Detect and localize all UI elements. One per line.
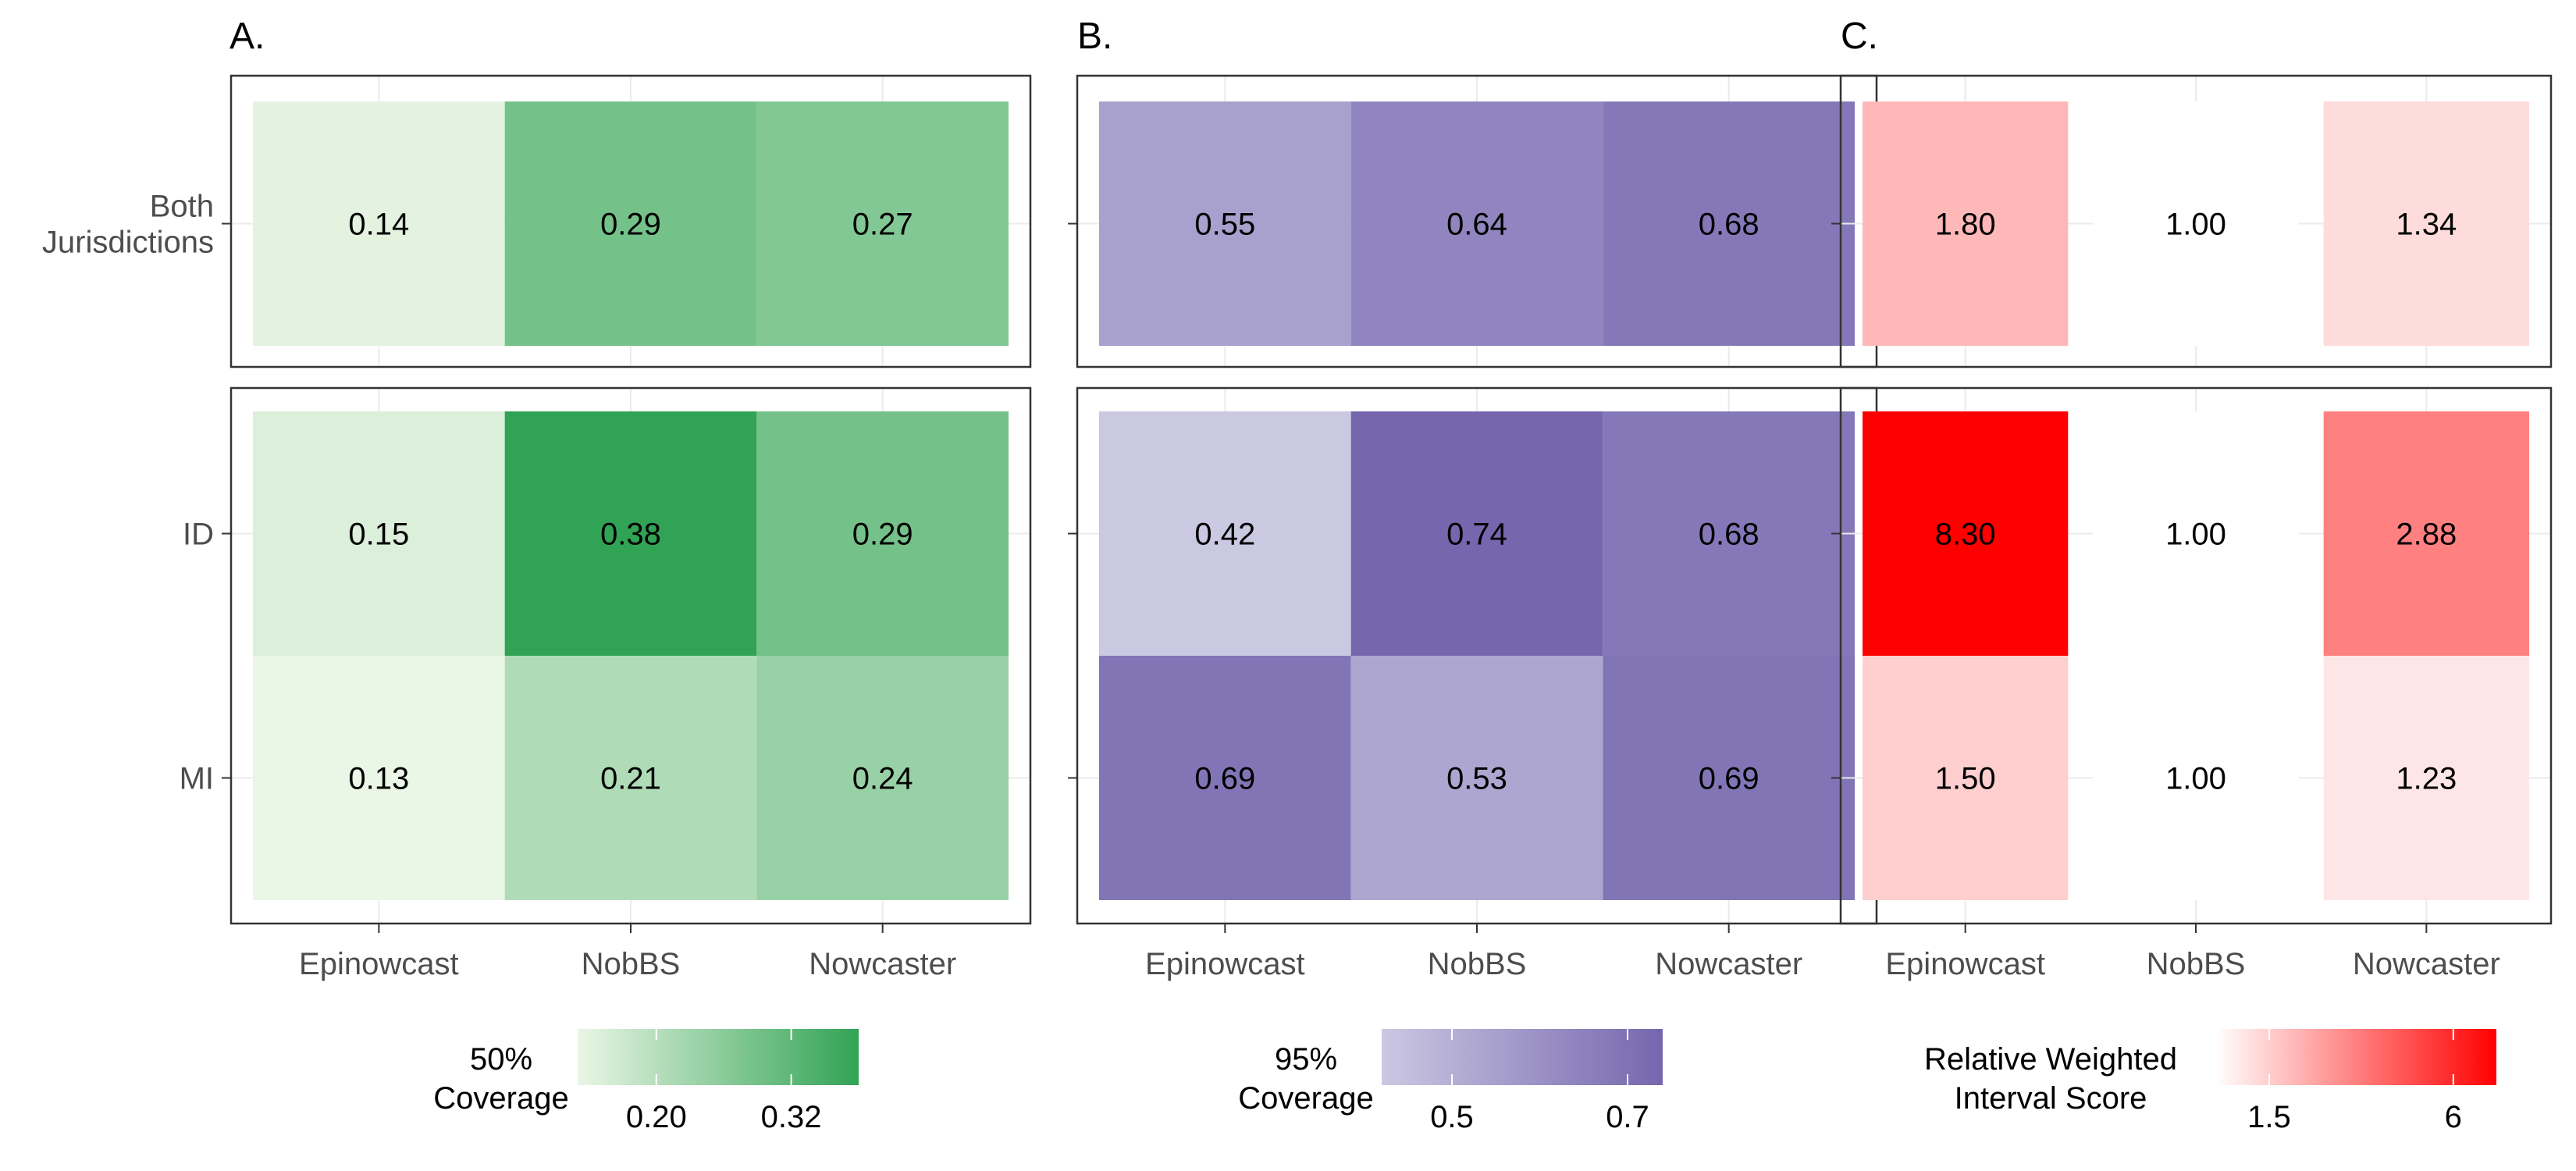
legend-tick-label: 0.7 bbox=[1606, 1100, 1649, 1134]
cell-value-label: 0.38 bbox=[600, 518, 661, 552]
cell-value-label: 1.00 bbox=[2165, 762, 2226, 796]
color-legend: 95% Coverage 0.5 0.7 bbox=[1238, 1029, 1663, 1134]
legend-title: 95% Coverage bbox=[1238, 1042, 1373, 1116]
heatmap-cell bbox=[504, 411, 757, 656]
heatmap-cell bbox=[1863, 411, 2069, 656]
x-tick-label: Epinowcast bbox=[299, 947, 459, 981]
heatmap-cell bbox=[1603, 101, 1855, 346]
x-tick-label: Epinowcast bbox=[1885, 947, 2045, 981]
heatmap-cell bbox=[1099, 411, 1351, 656]
heatmap-cell bbox=[1350, 656, 1603, 900]
cell-value-label: 1.23 bbox=[2396, 762, 2457, 796]
legend-tick-label: 0.5 bbox=[1430, 1100, 1474, 1134]
legend-tick-label: 0.32 bbox=[761, 1100, 822, 1134]
cell-value-label: 0.69 bbox=[1699, 762, 1759, 796]
heatmap-cell bbox=[1863, 656, 2069, 900]
heatmap-cell bbox=[2093, 101, 2299, 346]
heatmap-cell bbox=[1603, 656, 1855, 900]
x-tick-label: Nowcaster bbox=[1655, 947, 1802, 981]
heatmap-cell bbox=[1099, 656, 1351, 900]
cell-value-label: 0.27 bbox=[852, 208, 913, 242]
cell-value-label: 0.64 bbox=[1446, 208, 1507, 242]
panel-label: A. bbox=[229, 16, 265, 57]
cell-value-label: 0.13 bbox=[348, 762, 409, 796]
x-tick-label: NobBS bbox=[2147, 947, 2246, 981]
cell-value-label: 0.29 bbox=[852, 518, 913, 552]
cell-value-label: 1.50 bbox=[1935, 762, 1996, 796]
heatmap-cell bbox=[2093, 411, 2299, 656]
cell-value-label: 0.68 bbox=[1699, 208, 1759, 242]
cell-value-label: 1.00 bbox=[2165, 518, 2226, 552]
heatmap-cell bbox=[1350, 101, 1603, 346]
cell-value-label: 0.68 bbox=[1699, 518, 1759, 552]
cell-value-label: 2.88 bbox=[2396, 518, 2457, 552]
cell-value-label: 1.34 bbox=[2396, 208, 2457, 242]
heatmap-panel-3: C. 1.80 1.00 1.34 8.30 1.00 2.88 1.50 1.00 1.23 Ep… bbox=[1831, 16, 2553, 1134]
heatmap-panel-1: A. 0.14 0.29 0.27 Both Jurisdictions 0.15 0.38 0… bbox=[42, 16, 1032, 1134]
heatmap-cell bbox=[1350, 411, 1603, 656]
heatmap-cell bbox=[2323, 656, 2529, 900]
y-tick-label: MI bbox=[180, 762, 214, 796]
heatmap-cell bbox=[504, 656, 757, 900]
cell-value-label: 0.53 bbox=[1446, 762, 1507, 796]
facet-border bbox=[229, 74, 1032, 368]
x-tick-label: Epinowcast bbox=[1145, 947, 1305, 981]
cell-value-label: 1.80 bbox=[1935, 208, 1996, 242]
cell-value-label: 0.42 bbox=[1194, 518, 1255, 552]
cell-value-label: 0.74 bbox=[1446, 518, 1507, 552]
heatmap-cell bbox=[253, 101, 505, 346]
heatmap-panel-2: B. 0.55 0.64 0.68 0.42 0.74 0.68 0.69 0.53 0.69 Ep… bbox=[1068, 16, 1878, 1134]
heatmap-cell bbox=[1099, 101, 1351, 346]
cell-value-label: 0.21 bbox=[600, 762, 661, 796]
heatmap-cell bbox=[756, 101, 1009, 346]
y-tick-label: ID bbox=[183, 518, 214, 552]
cell-value-label: 0.55 bbox=[1194, 208, 1255, 242]
cell-value-label: 0.69 bbox=[1194, 762, 1255, 796]
heatmap-cell bbox=[253, 656, 505, 900]
legend-title: Relative Weighted Interval Score bbox=[1924, 1042, 2177, 1116]
heatmap-cell bbox=[756, 656, 1009, 900]
y-tick-label: Both Jurisdictions bbox=[42, 190, 214, 260]
heatmap-cell bbox=[1863, 101, 2069, 346]
legend-colorbar bbox=[1382, 1029, 1663, 1085]
x-tick-label: NobBS bbox=[1428, 947, 1527, 981]
heatmap-cell bbox=[756, 411, 1009, 656]
cell-value-label: 1.00 bbox=[2165, 208, 2226, 242]
cell-value-label: 0.15 bbox=[348, 518, 409, 552]
x-tick-label: NobBS bbox=[582, 947, 681, 981]
legend-title: 50% Coverage bbox=[433, 1042, 568, 1116]
heatmap-cell bbox=[2093, 656, 2299, 900]
cell-value-label: 0.29 bbox=[600, 208, 661, 242]
legend-tick-label: 1.5 bbox=[2247, 1100, 2291, 1134]
heatmap-cell bbox=[504, 101, 757, 346]
color-legend: Relative Weighted Interval Score 1.5 6 bbox=[1924, 1029, 2496, 1134]
x-tick-label: Nowcaster bbox=[2353, 947, 2500, 981]
cell-value-label: 8.30 bbox=[1935, 518, 1996, 552]
panel-label: C. bbox=[1841, 16, 1878, 57]
panel-label: B. bbox=[1077, 16, 1112, 57]
heatmap-cell bbox=[1603, 411, 1855, 656]
legend-colorbar bbox=[2215, 1029, 2496, 1085]
cell-value-label: 0.24 bbox=[852, 762, 913, 796]
cell-value-label: 0.14 bbox=[348, 208, 409, 242]
legend-tick-label: 6 bbox=[2445, 1100, 2462, 1134]
legend-tick-label: 0.20 bbox=[626, 1100, 687, 1134]
x-tick-label: Nowcaster bbox=[809, 947, 956, 981]
facet-border bbox=[1839, 74, 2553, 368]
heatmap-cell bbox=[2323, 101, 2529, 346]
legend-colorbar bbox=[578, 1029, 859, 1085]
heatmap-cell bbox=[2323, 411, 2529, 656]
color-legend: 50% Coverage 0.20 0.32 bbox=[433, 1029, 859, 1134]
heatmap-cell bbox=[253, 411, 505, 656]
